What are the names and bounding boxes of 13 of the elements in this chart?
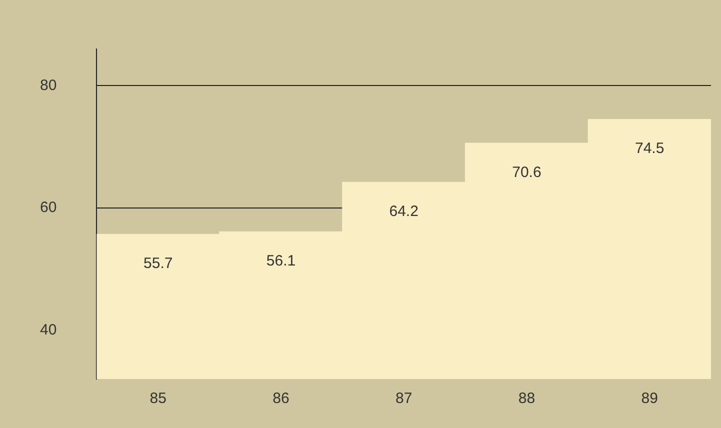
x-tick-label: 85 — [150, 390, 166, 408]
y-tick-label: 80 — [40, 76, 57, 94]
x-tick-label: 86 — [272, 390, 290, 408]
data-label: 70.6 — [512, 164, 542, 181]
data-label: 56.1 — [266, 252, 296, 270]
x-tick-label: 87 — [396, 390, 412, 408]
data-label: 55.7 — [144, 254, 173, 272]
x-tick-label: 88 — [518, 390, 536, 408]
data-label: 74.5 — [634, 140, 664, 157]
y-tick-label: 60 — [40, 199, 57, 216]
data-label: 64.2 — [389, 202, 418, 220]
y-tick-label: 40 — [40, 321, 57, 338]
x-tick-label: 89 — [641, 390, 658, 408]
